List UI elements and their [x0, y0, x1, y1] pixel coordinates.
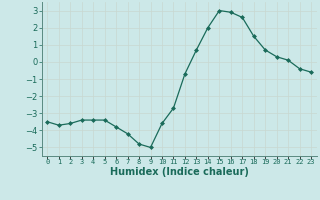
X-axis label: Humidex (Indice chaleur): Humidex (Indice chaleur) [110, 167, 249, 177]
